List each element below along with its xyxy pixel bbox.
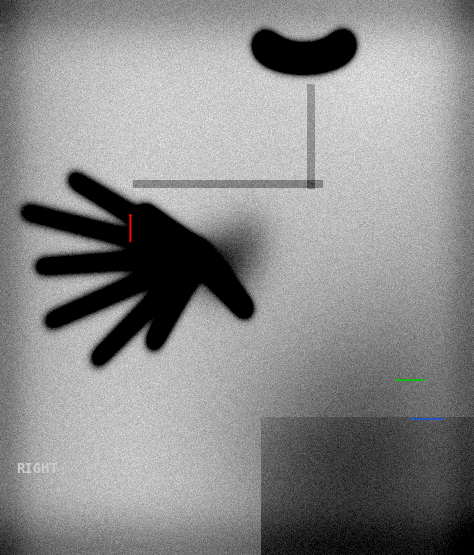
Text: RIGHT: RIGHT bbox=[17, 462, 58, 476]
